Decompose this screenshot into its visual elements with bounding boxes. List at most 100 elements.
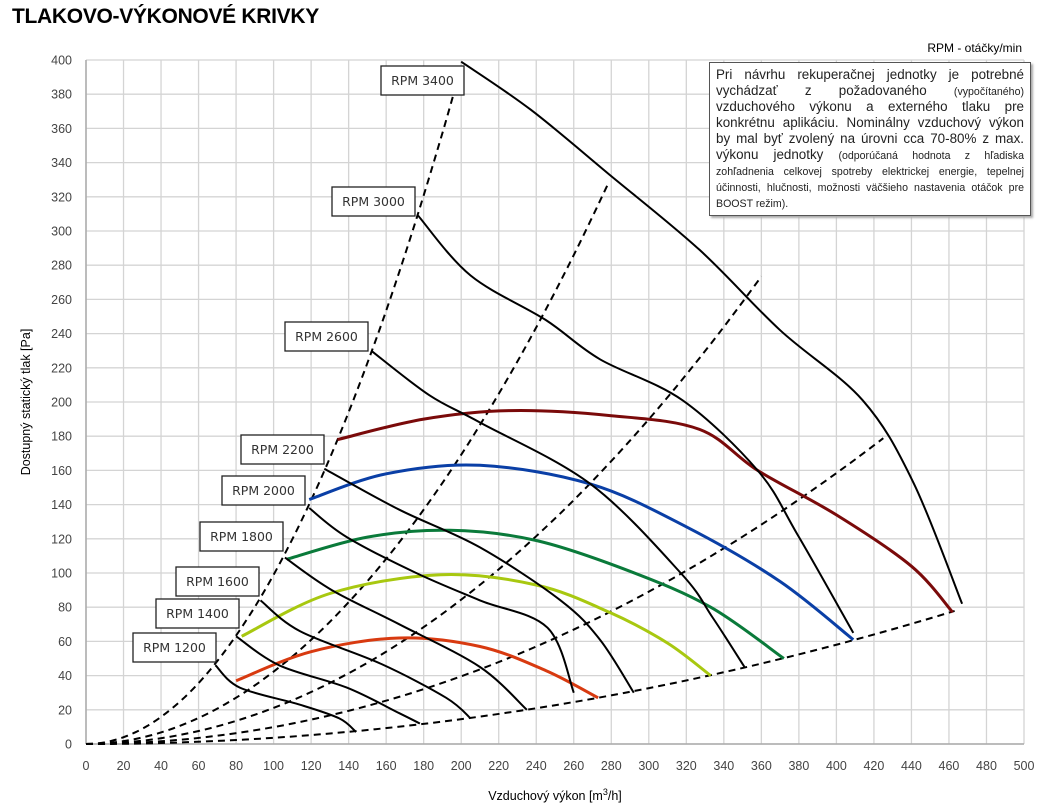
x-tick-label: 200 [451,759,472,773]
y-tick-label: 140 [51,498,72,512]
info-text-paren-2: (odporúčaná hodnota z hľadiska zohľadnen… [716,150,1024,210]
rpm-curve [308,507,575,694]
rpm-curve [460,60,964,605]
y-tick-label: 360 [51,122,72,136]
system-curve [85,609,955,745]
rpm-label-box [331,186,416,217]
x-tick-label: 220 [488,759,509,773]
rpm-label-box [155,598,240,629]
rpm-label-text: RPM 1400 [166,606,229,621]
rpm-label-box [132,632,217,663]
y-tick-label: 200 [51,396,72,410]
rpm-label-box [199,521,284,552]
y-tick-label: 300 [51,225,72,239]
rpm-label-text: RPM 2000 [232,483,295,498]
x-tick-label: 20 [117,759,131,773]
rpm-label-text: RPM 2600 [295,329,358,344]
rpm-label-text: RPM 1800 [210,529,273,544]
x-tick-label: 500 [1014,759,1035,773]
x-tick-label: 60 [192,759,206,773]
colored-curves [235,409,954,700]
rpm-label: RPM 3000 [331,186,416,217]
rpm-label-box [175,566,260,597]
rpm-curve [235,635,421,725]
efficiency-curve [241,572,712,677]
rpm-labels: RPM 1200 RPM 1400 RPM 1600 RPM 1800 RPM 2000… [132,65,465,663]
y-tick-label: 220 [51,361,72,375]
rpm-label-text: RPM 1600 [186,574,249,589]
info-note-box: Pri návrhu rekuperačnej jednotky je potr… [709,62,1031,216]
rpm-curve [214,664,357,733]
y-tick-label: 400 [51,54,72,68]
chart-title: TLAKOVO-VÝKONOVÉ KRIVKY [12,5,319,28]
rpm-label-text: RPM 2200 [251,442,314,457]
x-tick-label: 240 [526,759,547,773]
y-axis-label: Dostupný statický tlak [Pa] [19,329,33,476]
y-tick-label: 40 [58,669,72,683]
y-tick-label: 120 [51,532,72,546]
y-tick-label: 160 [51,464,72,478]
rpm-label-text: RPM 1200 [143,640,206,655]
rpm-label: RPM 1800 [199,521,284,552]
info-text-2: vzduchového výkonu a externého tlaku pre… [716,99,1024,162]
rpm-label: RPM 1600 [175,566,260,597]
x-tick-label: 480 [976,759,997,773]
x-tick-label: 380 [788,759,809,773]
y-tick-label: 240 [51,327,72,341]
grid [85,59,1025,745]
x-tick-label: 280 [601,759,622,773]
system-curve [85,86,457,745]
rpm-label-box [240,434,325,465]
rpm-label: RPM 1200 [132,632,217,663]
rpm-curve [323,467,635,694]
rpm-curve [284,556,528,711]
rpm-curve [417,214,855,634]
efficiency-curve [235,636,599,700]
efficiency-curve [286,528,785,660]
x-tick-label: 260 [563,759,584,773]
y-tick-label: 320 [51,190,72,204]
y-tick-label: 100 [51,567,72,581]
rpm-label-box [221,475,306,506]
y-tick-label: 380 [51,88,72,102]
x-tick-label: 300 [638,759,659,773]
rpm-curve [259,599,472,720]
x-tick-label: 100 [263,759,284,773]
x-tick-label: 320 [676,759,697,773]
y-tick-label: 340 [51,156,72,170]
rpm-curves [214,60,964,733]
x-tick-label: 340 [713,759,734,773]
rpm-label: RPM 2000 [221,475,306,506]
rpm-label: RPM 3400 [380,65,465,96]
x-tick-label: 40 [154,759,168,773]
y-tick-label: 60 [58,635,72,649]
rpm-label-text: RPM 3000 [342,194,405,209]
x-tick-label: 400 [826,759,847,773]
efficiency-curve [337,409,954,614]
x-tick-label: 420 [863,759,884,773]
x-tick-label: 120 [301,759,322,773]
rpm-label: RPM 2600 [284,321,369,352]
system-curve [85,437,884,745]
y-tick-label: 0 [65,738,72,752]
system-curves [85,86,955,745]
axes: 0 20 40 60 80 100 120 140 160 180 200 220 240 260 280 3… [51,54,1034,774]
x-tick-label: 80 [229,759,243,773]
x-tick-label: 360 [751,759,772,773]
rpm-label: RPM 1400 [155,598,240,629]
rpm-curve [370,349,746,668]
y-tick-label: 80 [58,601,72,615]
rpm-label: RPM 2200 [240,434,325,465]
rpm-label-box [380,65,465,96]
x-tick-label: 180 [413,759,434,773]
y-tick-label: 20 [58,703,72,717]
rpm-legend-note: RPM - otáčky/min [927,41,1022,55]
system-curve [85,275,763,745]
x-tick-label: 140 [338,759,359,773]
rpm-label-box [284,321,369,352]
rpm-label-text: RPM 3400 [391,73,454,88]
x-tick-label: 0 [83,759,90,773]
x-tick-label: 160 [376,759,397,773]
y-tick-label: 280 [51,259,72,273]
